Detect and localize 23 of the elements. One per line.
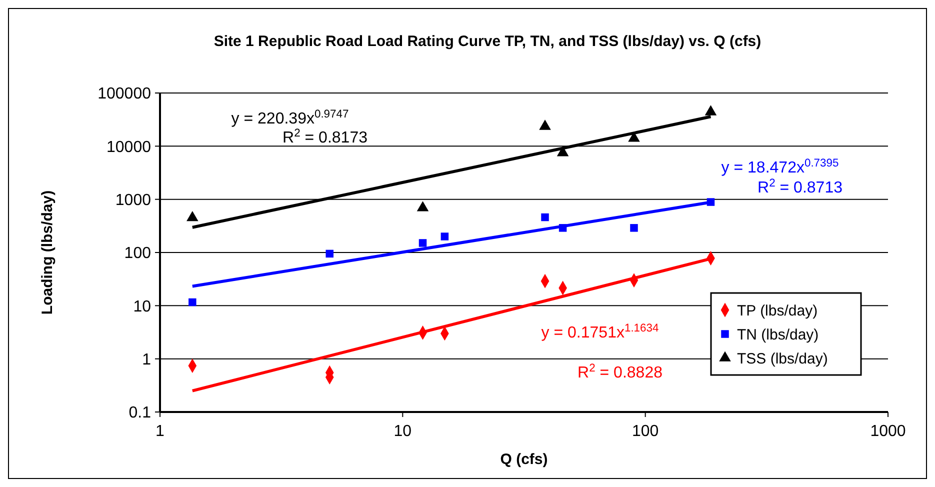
chart-title: Site 1 Republic Road Load Rating Curve TP, TN, and TSS (lbs/day) vs. Q (cfs) <box>214 33 762 50</box>
y-tick-label: 100000 <box>98 86 152 103</box>
x-tick-label: 1 <box>156 423 165 440</box>
y-tick-label: 10 <box>133 298 152 316</box>
annotation: R$^{2}$ = 0.8828 <box>578 362 663 382</box>
annotation: y = 220.39x$^{0.9747}$ <box>231 108 349 128</box>
x-axis-title: Q (cfs) <box>500 451 548 468</box>
y-tick-label: 10000 <box>106 138 152 156</box>
x-tick-label: 1000 <box>870 423 906 440</box>
y-tick-label: 1000 <box>115 192 152 209</box>
x-tick-label: 100 <box>632 423 659 440</box>
y-tick-label: 100 <box>124 245 152 262</box>
annotation: R$^{2}$ = 0.8173 <box>282 128 368 147</box>
y-axis-title: Loading (lbs/day) <box>39 190 56 315</box>
legend-label: TN (lbs/day) <box>737 326 819 344</box>
annotation: R$^{2}$ = 0.8713 <box>758 178 843 197</box>
annotation: y = 0.1751x$^{1.1634}$ <box>541 322 659 342</box>
y-tick-label: 1 <box>142 351 152 368</box>
legend-label: TP (lbs/day) <box>737 302 818 320</box>
legend-label: TSS (lbs/day) <box>737 350 828 368</box>
annotation: y = 18.472x$^{0.7395}$ <box>721 158 839 177</box>
x-tick-label: 10 <box>394 423 412 440</box>
y-tick-label: 0.1 <box>128 404 152 422</box>
